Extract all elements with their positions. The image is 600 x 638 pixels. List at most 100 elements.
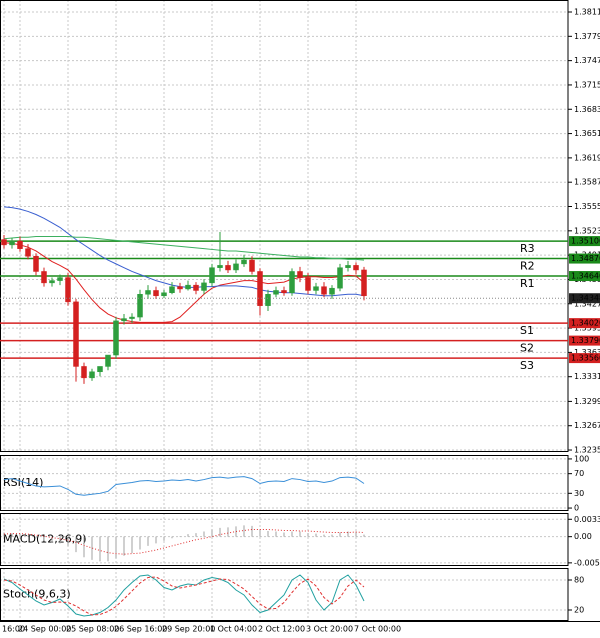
- x-tick-label: 16:00: [2, 625, 25, 634]
- level-name: S2: [520, 342, 534, 355]
- y-tick-label: 1.33635: [574, 348, 600, 357]
- candle-body: [113, 320, 119, 356]
- level-box: [569, 271, 600, 282]
- candle-body: [129, 316, 135, 319]
- candle-body: [273, 290, 279, 295]
- panel-title: MACD(12,26,9): [3, 533, 87, 546]
- y-tick-label: 1.36195: [574, 153, 600, 162]
- candle-body: [265, 294, 271, 306]
- level-label: 1.33790: [571, 336, 600, 345]
- candle-body: [329, 287, 335, 295]
- level-label: 1.34020: [571, 319, 600, 328]
- candle-body: [145, 290, 151, 295]
- y-tick-label: 1.35555: [574, 202, 600, 211]
- candle-body: [249, 259, 255, 272]
- indicator-line: [3, 528, 365, 555]
- candle-body: [337, 267, 343, 289]
- x-tick-label: 1 Oct 04:00: [210, 625, 257, 634]
- y-tick-label: 0: [574, 504, 579, 513]
- candle-body: [89, 371, 95, 379]
- level-label: 1.35100: [571, 237, 600, 246]
- candle-body: [81, 366, 87, 379]
- candle-body: [177, 286, 183, 290]
- candle-body: [217, 265, 223, 268]
- candle-body: [321, 286, 327, 295]
- candle-body: [169, 286, 175, 293]
- level-name: R1: [520, 277, 535, 290]
- candle-body: [361, 269, 367, 297]
- y-tick-label: 0.00: [574, 532, 592, 541]
- y-tick-label: 1.38115: [574, 8, 600, 17]
- level-name: R3: [520, 242, 535, 255]
- candle-body: [49, 280, 55, 284]
- y-tick-label: 20: [574, 606, 584, 615]
- level-box: [569, 353, 600, 364]
- panel-frame: [0, 513, 569, 566]
- y-tick-label: 1.34275: [574, 299, 600, 308]
- candle-body: [65, 277, 71, 303]
- y-tick-label: 1.37795: [574, 32, 600, 41]
- candle-body: [345, 265, 351, 268]
- level-label: 1.34870: [571, 254, 600, 263]
- candle-body: [73, 301, 79, 367]
- y-tick-label: 1.33315: [574, 372, 600, 381]
- level-label: 1.34640: [571, 272, 600, 281]
- y-tick-label: 1.37475: [574, 56, 600, 65]
- candle-body: [33, 256, 39, 272]
- candle-body: [353, 265, 359, 271]
- x-tick-label: 26 Sep 16:00: [114, 625, 167, 634]
- candle-body: [121, 318, 127, 322]
- candle-body: [281, 290, 287, 293]
- candle-body: [57, 277, 63, 281]
- candle-body: [241, 259, 247, 265]
- y-tick-label: 80: [574, 576, 584, 585]
- y-tick-label: 30: [574, 489, 584, 498]
- y-tick-label: 70: [574, 469, 584, 478]
- candle-body: [1, 239, 7, 246]
- y-tick-label: 1.36515: [574, 129, 600, 138]
- candle-body: [137, 294, 143, 318]
- y-tick-label: 100: [574, 454, 589, 463]
- candle-body: [225, 265, 231, 271]
- y-tick-label: 1.32350: [574, 446, 600, 455]
- candle-body: [17, 240, 23, 249]
- level-box: [569, 335, 600, 346]
- candle-body: [305, 277, 311, 291]
- candle-body: [297, 271, 303, 278]
- y-tick-label: 1.35875: [574, 178, 600, 187]
- y-tick-label: -0.00509: [574, 558, 600, 567]
- indicator-line: [3, 236, 365, 261]
- y-tick-label: 1.36835: [574, 105, 600, 114]
- indicator-line: [3, 576, 365, 616]
- y-tick-label: 0.00338: [574, 515, 600, 524]
- indicator-line: [3, 206, 365, 297]
- candle-body: [209, 267, 215, 284]
- candle-body: [233, 263, 239, 271]
- candle-body: [105, 354, 111, 367]
- candle-body: [289, 271, 295, 293]
- level-box: [569, 236, 600, 247]
- x-tick-label: 24 Sep 00:00: [18, 625, 71, 634]
- current-price-box: [569, 293, 600, 304]
- panel-title: Stoch(9,6,3): [3, 588, 71, 601]
- level-box: [569, 318, 600, 329]
- x-tick-label: 3 Oct 20:00: [306, 625, 353, 634]
- indicator-line: [3, 242, 365, 323]
- x-tick-label: 25 Sep 08:00: [66, 625, 119, 634]
- level-box: [569, 253, 600, 264]
- level-name: R2: [520, 260, 535, 273]
- x-tick-label: 29 Sep 20:00: [162, 625, 215, 634]
- candle-body: [25, 248, 31, 257]
- y-tick-label: 1.32990: [574, 397, 600, 406]
- y-tick-label: 1.37155: [574, 80, 600, 89]
- candle-body: [9, 240, 15, 246]
- panel-frame: [0, 0, 569, 452]
- candle-body: [153, 290, 159, 297]
- candle-body: [185, 284, 191, 290]
- current-price-label: 1.34348: [571, 294, 600, 303]
- x-tick-label: 7 Oct 00:00: [354, 625, 401, 634]
- candle-body: [313, 286, 319, 291]
- candle-body: [97, 366, 103, 373]
